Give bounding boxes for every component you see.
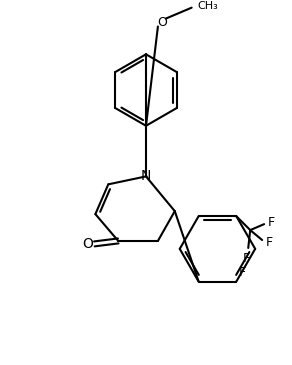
Text: CH₃: CH₃ [198,1,218,11]
Text: N: N [141,169,151,183]
Text: F: F [238,266,246,278]
Text: F: F [268,216,275,228]
Text: F: F [243,252,250,265]
Text: O: O [82,237,93,251]
Text: F: F [266,235,273,249]
Text: O: O [157,16,167,29]
